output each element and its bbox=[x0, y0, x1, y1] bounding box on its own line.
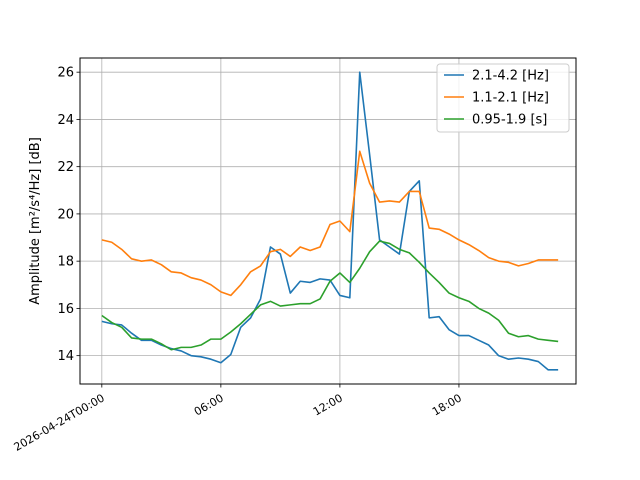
y-tick-label: 22 bbox=[57, 160, 74, 175]
series-lines bbox=[101, 71, 559, 371]
series-line-3 bbox=[101, 240, 559, 351]
y-axis-label: Amplitude [m²/s⁴/Hz] [dB] bbox=[28, 137, 43, 305]
y-axis: 14 16 18 20 22 24 26 bbox=[57, 66, 80, 364]
legend-box bbox=[436, 63, 570, 133]
legend-entry-label: 0.95-1.9 [s] bbox=[472, 113, 547, 128]
y-tick-label: 18 bbox=[57, 255, 74, 270]
series-line-1 bbox=[101, 71, 559, 371]
y-tick-label: 26 bbox=[57, 66, 74, 81]
y-tick-label: 16 bbox=[57, 302, 74, 317]
legend-entry-label: 2.1-4.2 [Hz] bbox=[472, 69, 549, 84]
legend: 2.1-4.2 [Hz] 1.1-2.1 [Hz] 0.95-1.9 [s] bbox=[436, 63, 570, 133]
legend-entry-label: 1.1-2.1 [Hz] bbox=[472, 91, 549, 106]
series-line-2 bbox=[101, 150, 559, 297]
y-tick-label: 14 bbox=[57, 349, 74, 364]
plot-frame bbox=[79, 57, 577, 385]
y-tick-label: 20 bbox=[57, 207, 74, 222]
y-tick-label: 24 bbox=[57, 113, 74, 128]
